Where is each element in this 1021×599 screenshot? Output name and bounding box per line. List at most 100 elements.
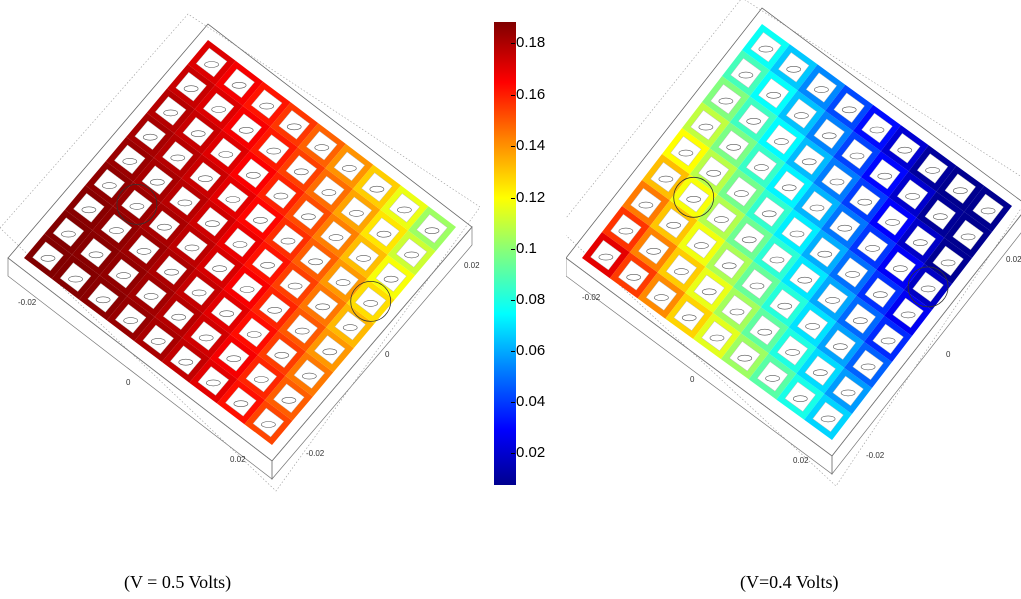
left-hole-arc (143, 293, 159, 300)
right-lattice-hole (789, 263, 821, 294)
left-lattice-hole (197, 366, 230, 396)
right-hole-arc (869, 126, 885, 134)
right-lattice-hole (872, 323, 904, 355)
right-axis-label: -0.02 (582, 293, 601, 302)
colorbar-tick: 0.04 (510, 393, 546, 410)
left-hole-arc (190, 130, 206, 137)
right-lattice-hole (678, 182, 710, 213)
left-hole-arc (342, 324, 358, 331)
left-hole-arc (335, 279, 351, 286)
left-hole-arc (123, 317, 138, 324)
left-hole-arc (205, 220, 220, 227)
left-lattice-hole (135, 279, 167, 310)
left-lattice-hole (218, 341, 250, 372)
right-hole-arc (857, 198, 873, 206)
left-hole-arc (246, 172, 261, 179)
left-lattice-hole (196, 206, 229, 237)
right-hole-arc (774, 138, 789, 145)
left-hole-arc (246, 331, 262, 338)
right-hole-arc (701, 288, 717, 296)
left-lattice-hole (416, 213, 448, 244)
colorbar-tick: 0.1 (511, 240, 537, 257)
right-lattice-hole (801, 190, 833, 222)
left-hole-arc (164, 268, 179, 276)
left-hole-arc (122, 158, 138, 165)
left-hole-arc (286, 123, 302, 131)
left-hole-arc (349, 210, 364, 217)
left-hole-arc (95, 296, 111, 304)
right-hole-arc (932, 213, 948, 220)
left-lattice-hole (258, 134, 290, 164)
left-hole-arc (171, 313, 186, 321)
left-hole-arc (191, 289, 207, 297)
left-hole-arc (281, 396, 297, 404)
left-lattice-hole (195, 47, 228, 78)
left-hole-arc (397, 206, 412, 214)
left-lattice-hole (128, 234, 160, 265)
right-lattice-hole (733, 222, 765, 253)
right-lattice-hole (765, 124, 798, 155)
right-lattice-hole (769, 289, 801, 320)
right-hole-arc (718, 97, 734, 105)
left-hole-arc (287, 282, 303, 290)
right-lattice-hole (745, 150, 778, 181)
left-lattice-hole (250, 89, 283, 119)
right-axis-label: 0.02 (793, 456, 809, 465)
right-lattice-hole (685, 228, 718, 259)
right-surface-plot: -0.02 0.02 0 0 0.02 -0.02 (566, 0, 1021, 500)
right-hole-arc (872, 291, 888, 299)
right-lattice-hole (618, 260, 650, 291)
right-lattice-hole (844, 303, 876, 334)
left-hole-arc (136, 248, 152, 255)
right-lattice-hole (833, 92, 865, 123)
left-lattice-hole (189, 161, 222, 192)
left-lattice-hole (299, 245, 332, 275)
left-hole-arc (184, 244, 200, 252)
left-hole-arc (259, 102, 275, 110)
left-hole-arc (301, 213, 316, 221)
right-lattice-hole (889, 133, 921, 164)
right-dotted-frame (566, 0, 1021, 487)
right-lattice-hole (849, 185, 881, 216)
right-hole-arc (813, 369, 828, 377)
right-lattice-hole (805, 72, 838, 103)
right-lattice-hole (761, 242, 793, 274)
left-hole-arc (239, 286, 255, 293)
left-lattice-hole (73, 193, 105, 223)
left-lattice-hole (340, 196, 373, 227)
right-lattice-hole (785, 98, 818, 129)
left-lattice-hole (121, 189, 153, 220)
left-hole-arc (294, 327, 310, 335)
left-lattice-hole (251, 248, 284, 279)
left-lattice-hole (176, 231, 208, 261)
right-hole-arc (766, 92, 781, 99)
left-lattice-hole (231, 272, 263, 303)
left-lattice-hole (114, 144, 146, 175)
left-lattice-hole (52, 217, 85, 247)
right-lattice-hole (778, 52, 810, 83)
right-lattice-hole (804, 355, 836, 386)
left-hole-arc (212, 265, 227, 273)
right-lattice-hole (821, 164, 853, 196)
right-caption: (V=0.4 Volts) (740, 572, 839, 592)
left-lattice-hole (59, 262, 92, 292)
left-lattice-hole (388, 193, 421, 223)
right-lattice-hole (749, 315, 781, 346)
right-hole-arc (952, 187, 968, 194)
right-lattice-hole (718, 130, 750, 161)
right-hole-arc (738, 71, 754, 79)
right-axis-label: 0.02 (1006, 255, 1021, 264)
right-lattice-hole (813, 118, 845, 149)
left-lattice-hole (134, 120, 166, 150)
right-lattice-hole (876, 205, 909, 236)
right-lattice-hole (796, 309, 829, 340)
right-hole-arc (785, 349, 800, 356)
left-lattice-hole (306, 130, 338, 161)
left-lattice-hole (238, 317, 270, 348)
right-hole-arc (726, 144, 741, 151)
left-hole-arc (170, 154, 186, 162)
right-lattice-hole (932, 245, 964, 277)
left-hole-arc (226, 355, 242, 363)
left-axis-label: 0.02 (464, 261, 480, 270)
left-lattice-hole (237, 158, 270, 189)
